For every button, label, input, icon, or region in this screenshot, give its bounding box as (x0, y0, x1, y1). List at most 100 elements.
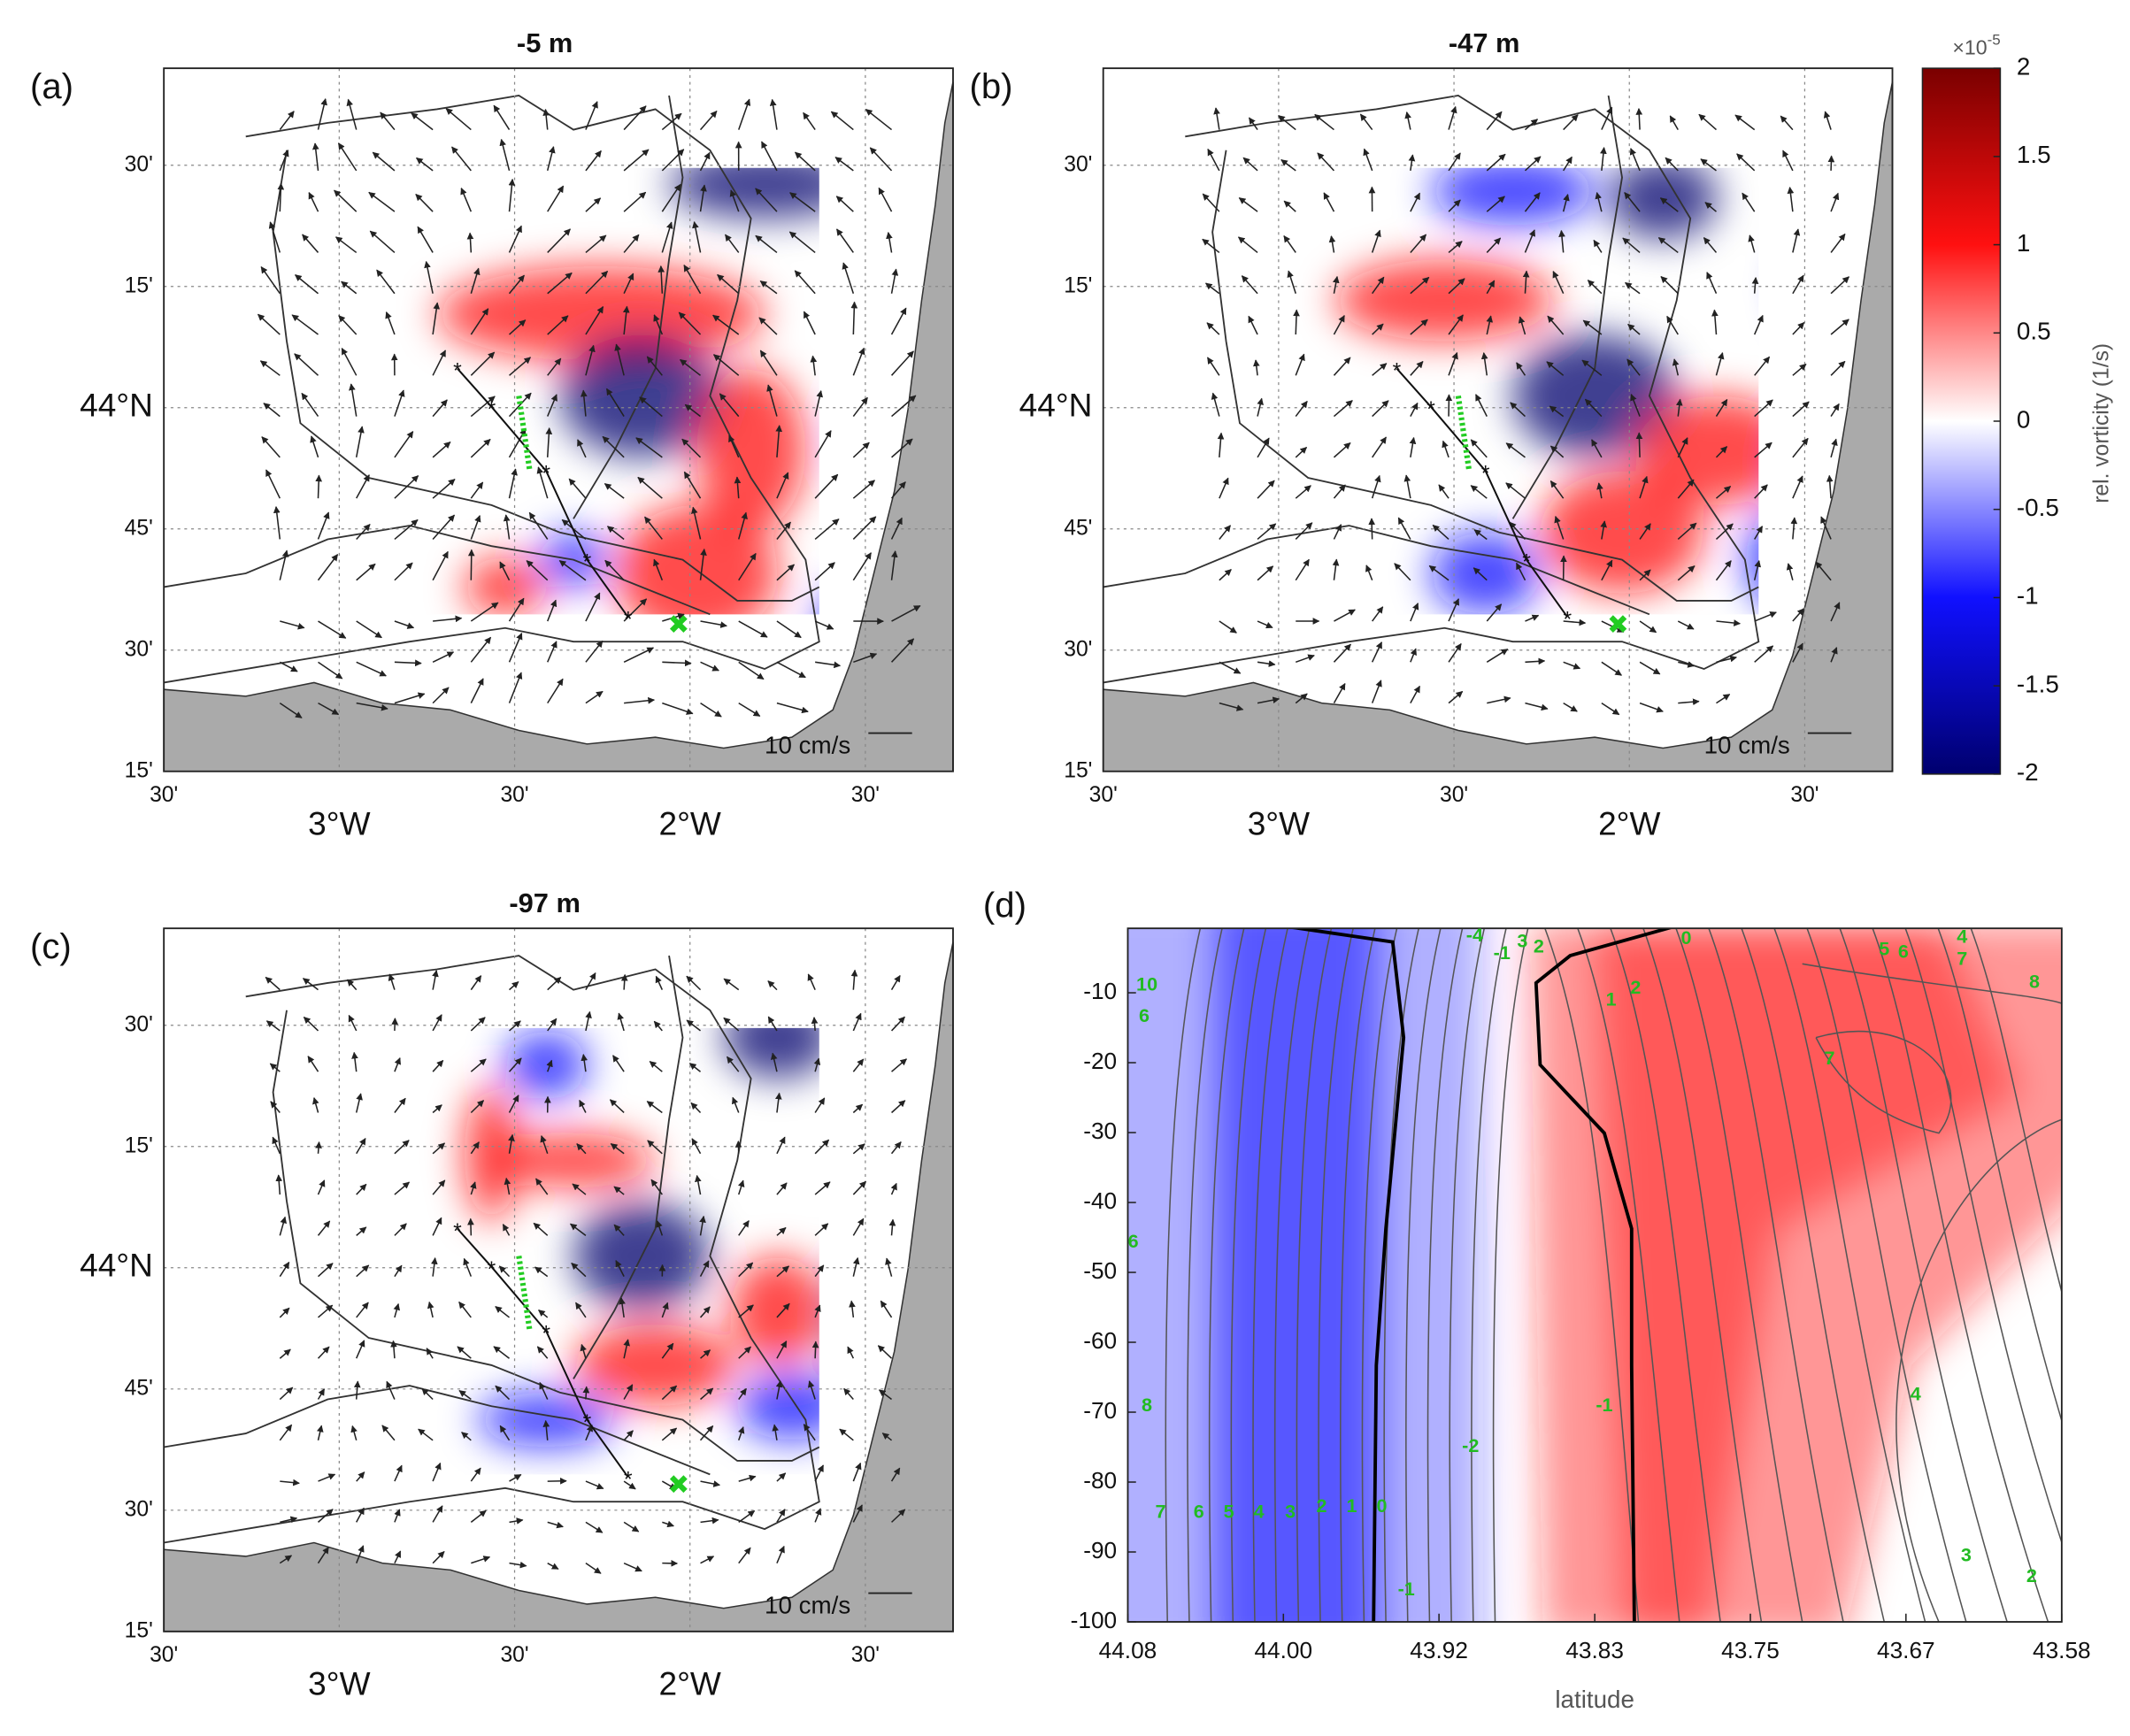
x-tick-label: 2°W (1598, 804, 1660, 841)
vector (1207, 148, 1220, 172)
vector (1601, 661, 1623, 676)
vector (1295, 654, 1315, 664)
vorticity-blob (573, 1324, 738, 1407)
contour-label: 8 (2029, 971, 2040, 993)
vector (470, 438, 491, 458)
vector (807, 973, 816, 990)
vector (528, 511, 549, 540)
vector (1410, 402, 1419, 417)
vector (1787, 186, 1795, 212)
x-tick-label: 43.67 (1877, 1637, 1935, 1663)
vector (432, 1059, 444, 1072)
vector (1786, 563, 1794, 580)
vector (623, 598, 648, 622)
vector (470, 1509, 487, 1523)
vector (623, 191, 647, 212)
vector (376, 269, 396, 295)
vector (432, 479, 456, 499)
vector (1202, 193, 1220, 212)
vector (337, 142, 358, 172)
isobath (573, 955, 684, 1379)
vector (585, 1480, 604, 1490)
vector (1736, 153, 1756, 172)
vector (1283, 200, 1296, 212)
vector (585, 972, 596, 991)
vector (612, 1055, 625, 1072)
vector (317, 1263, 334, 1278)
vector (311, 142, 319, 171)
vector (390, 1340, 397, 1359)
vector (639, 396, 663, 418)
vector (653, 1020, 663, 1032)
contour (1872, 928, 2049, 1623)
vector (661, 112, 682, 131)
vector (604, 482, 625, 499)
vector (738, 1474, 757, 1482)
vector (1587, 280, 1603, 295)
vector (1287, 270, 1296, 294)
vector (815, 661, 842, 669)
vector (623, 1339, 630, 1359)
contour (1273, 928, 1311, 1623)
colorbar-multiplier: ×10-5 (1952, 32, 2000, 59)
vector (386, 1380, 396, 1400)
vector (508, 468, 518, 499)
vector (547, 394, 557, 417)
vector (738, 620, 768, 638)
vector (535, 1178, 549, 1195)
vector (508, 1133, 515, 1154)
vector (1317, 152, 1335, 172)
station: * (453, 360, 462, 384)
vector (1328, 235, 1336, 253)
vorticity-blob (491, 1133, 656, 1188)
vector (1826, 474, 1834, 499)
isobath (1511, 95, 1623, 519)
vector (1554, 515, 1565, 540)
vector (411, 112, 434, 131)
vector (458, 1301, 472, 1318)
vector (558, 559, 587, 581)
vector (356, 1226, 367, 1236)
vector (649, 1060, 663, 1072)
vector (351, 1051, 358, 1072)
vector (394, 1464, 403, 1482)
vector (279, 1307, 290, 1318)
station: * (583, 1411, 592, 1435)
vector (470, 1141, 480, 1155)
vector (1372, 276, 1385, 295)
vector (394, 562, 413, 581)
vorticity-blob (464, 557, 547, 615)
vector (585, 690, 604, 704)
section-fill (1127, 928, 2062, 1623)
vector (318, 1473, 336, 1482)
contour-label: -2 (1462, 1434, 1479, 1456)
vector (426, 1348, 434, 1359)
vector (880, 1300, 893, 1318)
vector (738, 552, 757, 581)
vector (615, 1260, 625, 1277)
vector (1563, 156, 1573, 172)
vector (890, 268, 899, 294)
vector (470, 1100, 485, 1114)
vector (547, 1018, 557, 1032)
vector (684, 403, 702, 418)
vector (1409, 436, 1417, 458)
vector (661, 221, 673, 253)
vector (536, 1346, 549, 1359)
x-tick-label: 43.92 (1410, 1637, 1468, 1663)
contour (1471, 928, 1507, 1623)
vector (1754, 526, 1764, 540)
vector (835, 196, 854, 212)
vector (470, 1181, 477, 1195)
vector (1410, 192, 1421, 212)
vector (700, 661, 719, 672)
contour (1208, 928, 1245, 1623)
vector (852, 1218, 865, 1236)
vector (1734, 114, 1756, 131)
vector (680, 358, 702, 376)
vector (681, 438, 702, 458)
vector (1257, 523, 1277, 541)
vector (1213, 107, 1220, 130)
vector (394, 1509, 401, 1523)
vector (1257, 660, 1276, 667)
